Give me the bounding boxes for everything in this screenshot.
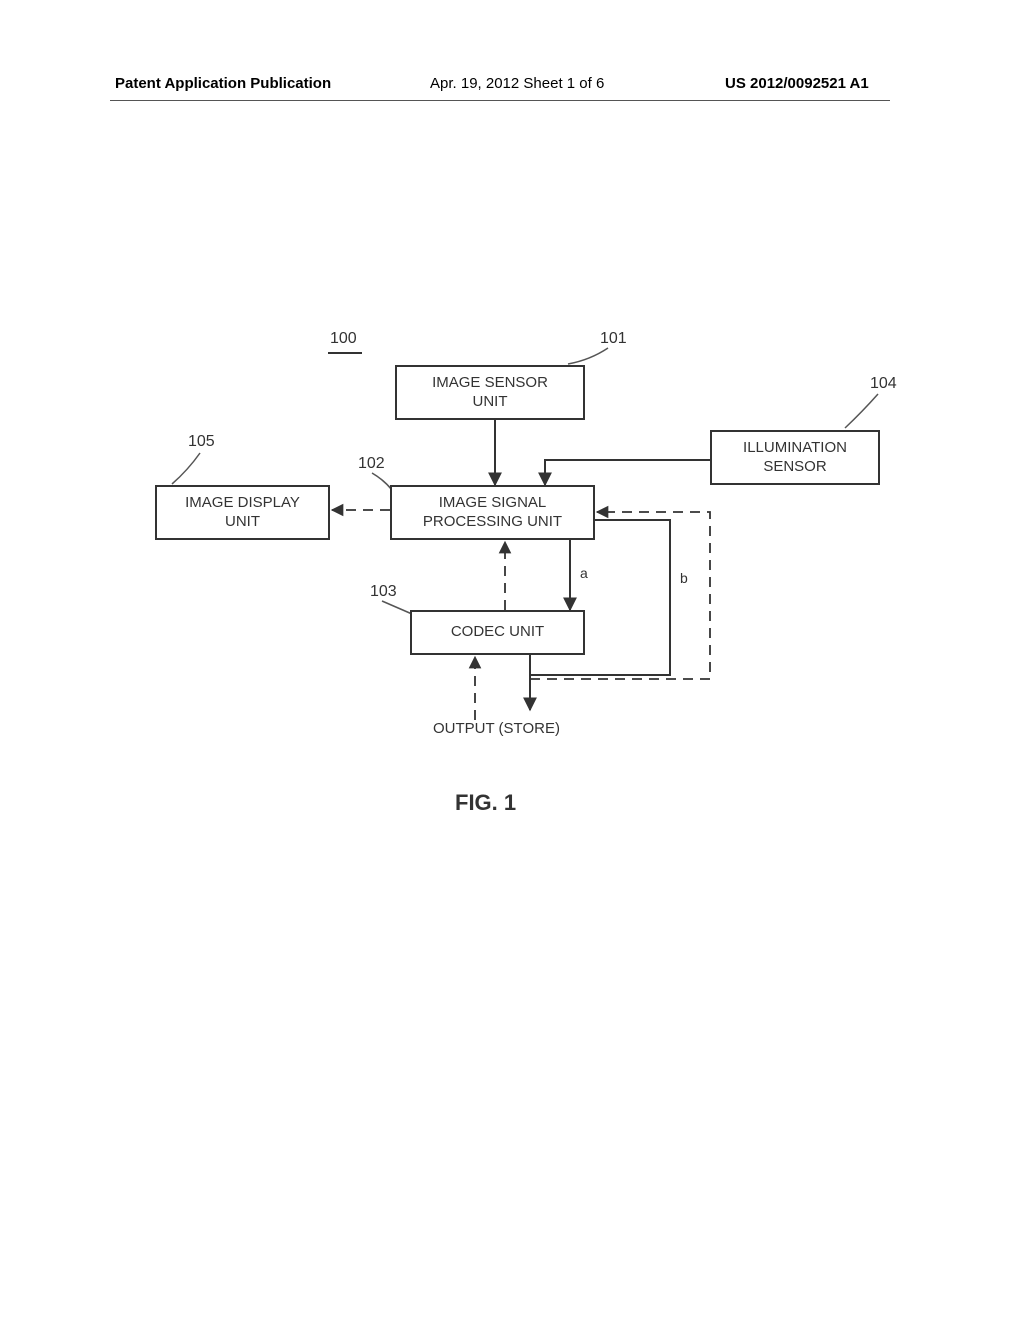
ref-102: 102 — [358, 455, 385, 473]
ref-105: 105 — [188, 433, 215, 451]
ref-101: 101 — [600, 330, 627, 348]
figure-caption: FIG. 1 — [455, 790, 516, 816]
block-image-sensor-label: IMAGE SENSORUNIT — [432, 374, 548, 412]
block-image-display: IMAGE DISPLAYUNIT — [155, 485, 330, 540]
ref-103: 103 — [370, 583, 397, 601]
header-middle: Apr. 19, 2012 Sheet 1 of 6 — [430, 75, 604, 92]
output-label: OUTPUT (STORE) — [433, 720, 560, 737]
header-right: US 2012/0092521 A1 — [725, 75, 869, 92]
ref-104: 104 — [870, 375, 897, 393]
path-label-a: a — [580, 565, 588, 581]
block-image-sensor: IMAGE SENSORUNIT — [395, 365, 585, 420]
header-left: Patent Application Publication — [115, 75, 331, 92]
header-rule — [110, 100, 890, 101]
block-diagram: 100 — [100, 320, 920, 840]
path-label-b: b — [680, 570, 688, 586]
block-image-signal-label: IMAGE SIGNALPROCESSING UNIT — [423, 494, 562, 532]
block-codec: CODEC UNIT — [410, 610, 585, 655]
block-codec-label: CODEC UNIT — [451, 623, 544, 642]
block-illumination-sensor: ILLUMINATIONSENSOR — [710, 430, 880, 485]
block-image-signal-processing: IMAGE SIGNALPROCESSING UNIT — [390, 485, 595, 540]
block-illumination-label: ILLUMINATIONSENSOR — [743, 439, 847, 477]
block-image-display-label: IMAGE DISPLAYUNIT — [185, 494, 300, 532]
